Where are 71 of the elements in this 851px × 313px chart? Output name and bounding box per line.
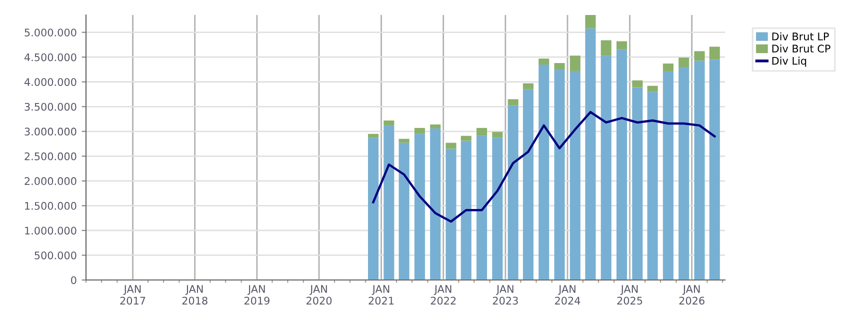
bar — [460, 140, 472, 280]
bar — [585, 28, 596, 280]
bar — [398, 142, 410, 280]
bar — [600, 56, 612, 280]
bar — [430, 124, 441, 128]
x-tick-label: JAN 2025 — [617, 285, 642, 305]
x-tick-label: JAN 2020 — [306, 285, 332, 305]
bar — [616, 49, 628, 280]
bar — [662, 64, 674, 72]
x-tick-label: JAN 2026 — [679, 285, 704, 305]
bar — [709, 60, 720, 280]
bar — [384, 125, 394, 280]
bar — [384, 120, 394, 126]
bar — [585, 15, 596, 28]
bar — [522, 83, 534, 90]
bar — [476, 136, 488, 280]
bar — [632, 80, 643, 88]
bar — [368, 138, 379, 280]
y-tick-label: 1.500.000 — [25, 202, 76, 210]
bar — [414, 128, 425, 134]
x-tick-label: JAN 2019 — [244, 285, 270, 305]
y-tick-label: 3.500.000 — [24, 102, 76, 111]
bar — [522, 89, 534, 280]
bar — [446, 148, 456, 280]
bar — [430, 128, 441, 280]
y-tick-label: 4.500.000 — [24, 53, 76, 62]
bar — [554, 63, 565, 69]
bar — [616, 41, 628, 50]
x-tick-label: JAN 2021 — [368, 285, 394, 305]
line-series — [372, 110, 716, 223]
x-tick-label: JAN 2023 — [492, 285, 518, 305]
bar — [709, 46, 720, 60]
bar — [508, 99, 518, 106]
bar — [570, 70, 580, 280]
y-tick-label: 0 — [71, 276, 76, 284]
bar — [492, 132, 503, 138]
y-tick-label: 4.000.000 — [24, 78, 76, 86]
x-tick-label: JAN 2024 — [555, 285, 580, 305]
bar — [662, 71, 674, 280]
bar — [570, 56, 580, 71]
bar — [678, 67, 690, 280]
bar — [538, 64, 550, 280]
bar — [647, 92, 658, 280]
legend-label: Div Brut LP — [772, 32, 829, 40]
y-tick-label: 2.500.000 — [24, 152, 76, 160]
bar — [600, 40, 612, 56]
bar — [508, 105, 518, 280]
x-tick-label: JAN 2017 — [120, 285, 146, 305]
y-tick-label: 5.000.000 — [24, 28, 76, 36]
legend-label: Div Liq — [772, 56, 806, 67]
y-tick-label: 1.000.000 — [25, 226, 76, 235]
bar — [368, 134, 379, 138]
bar — [492, 138, 503, 280]
y-tick-label: 500.000 — [34, 251, 76, 260]
x-tick-label: JAN 2018 — [182, 285, 208, 305]
bar — [446, 142, 456, 149]
bar — [632, 87, 643, 280]
bar — [694, 51, 705, 61]
bar — [414, 134, 425, 280]
y-tick-label: 3.000.000 — [24, 128, 76, 136]
x-tick-label: JAN 2022 — [430, 285, 456, 305]
bar — [538, 58, 550, 65]
bar — [398, 138, 410, 143]
bar — [678, 58, 690, 68]
bar — [694, 60, 705, 280]
bar — [647, 86, 658, 92]
y-tick-label: 2.000.000 — [24, 177, 76, 186]
bar — [476, 128, 488, 136]
bar — [460, 136, 472, 141]
bar — [554, 68, 565, 280]
legend-label: Div Brut CP — [772, 44, 830, 53]
